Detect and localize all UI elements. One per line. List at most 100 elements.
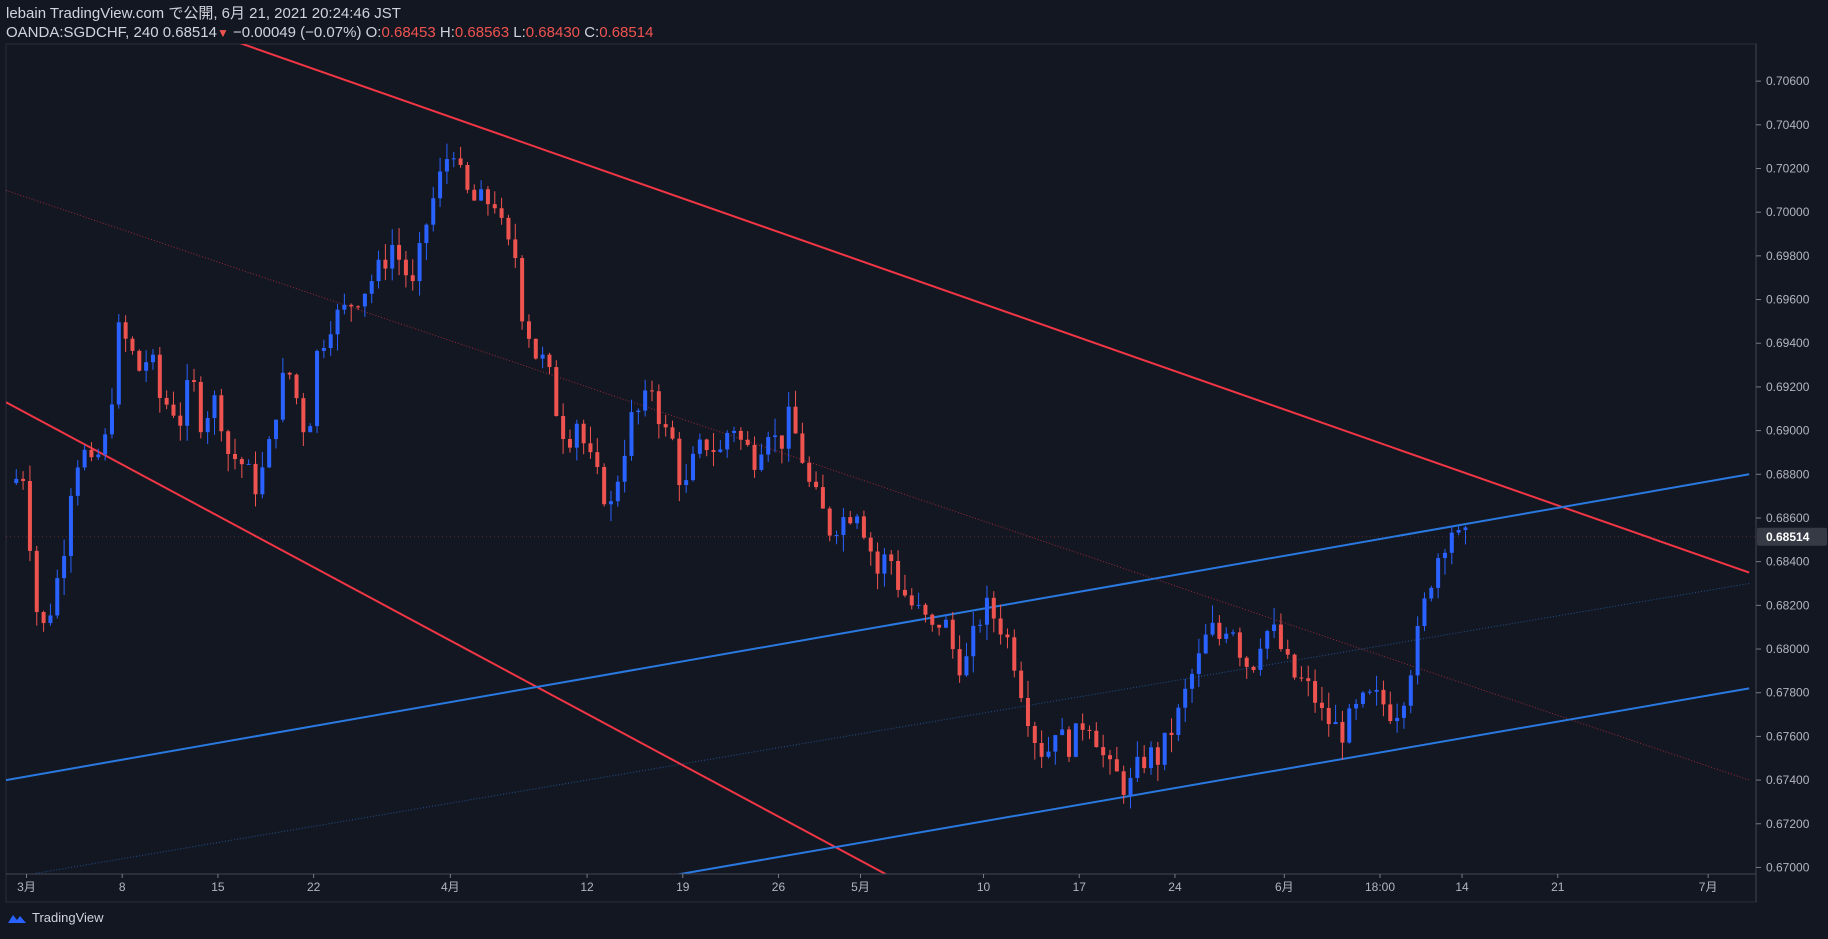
candle-body bbox=[643, 390, 648, 411]
last-price-label: 0.68514 bbox=[1766, 530, 1810, 544]
candle-body bbox=[677, 438, 682, 486]
price-axis[interactable]: 0.67000 0.67200 0.67400 0.67600 0.67800 0.680… bbox=[1756, 74, 1827, 874]
candle-body bbox=[34, 550, 39, 613]
close-value: 0.68514 bbox=[599, 24, 654, 41]
trendline-blue-6[interactable] bbox=[6, 583, 1750, 879]
plot-area[interactable] bbox=[5, 43, 1757, 903]
candle-body bbox=[171, 404, 176, 416]
candle-body bbox=[1381, 689, 1386, 705]
candle-body bbox=[116, 322, 121, 405]
price-tick-label: 0.67800 bbox=[1766, 686, 1810, 700]
candle-body bbox=[520, 258, 525, 322]
time-tick-label: 18:00 bbox=[1365, 880, 1395, 894]
price-tick-label: 0.68800 bbox=[1766, 467, 1810, 481]
time-tick-label: 19 bbox=[676, 880, 690, 894]
candle-body bbox=[1326, 707, 1331, 725]
candle-body bbox=[909, 595, 914, 606]
price-tick-label: 0.69000 bbox=[1766, 424, 1810, 438]
candle-body bbox=[732, 430, 737, 433]
symbol-name[interactable]: OANDA:SGDCHF, 240 bbox=[6, 24, 159, 41]
price-tick-label: 0.69600 bbox=[1766, 293, 1810, 307]
candle-body bbox=[814, 481, 819, 488]
publisher-line: lebain TradingView.com で公開, 6月 21, 2021 … bbox=[6, 5, 401, 22]
candle-body bbox=[711, 450, 716, 452]
time-tick-label: 17 bbox=[1073, 880, 1087, 894]
candle-body bbox=[800, 433, 805, 463]
candle-body bbox=[280, 372, 285, 420]
time-tick-label: 14 bbox=[1455, 880, 1469, 894]
time-tick-label: 7月 bbox=[1699, 880, 1718, 894]
candle-body bbox=[1135, 756, 1140, 778]
open-label: O: bbox=[365, 24, 382, 41]
candle-body bbox=[1395, 717, 1400, 722]
candle-body bbox=[226, 431, 231, 454]
candle-body bbox=[868, 537, 873, 552]
candle-body bbox=[144, 362, 149, 371]
candle-body bbox=[390, 244, 395, 269]
candle-body bbox=[1333, 721, 1338, 725]
candle-body bbox=[479, 189, 484, 201]
candle-body bbox=[1237, 632, 1242, 658]
trendline-blue-5[interactable] bbox=[655, 687, 1750, 878]
candle-body bbox=[1401, 705, 1406, 718]
candle-body bbox=[1087, 729, 1092, 731]
candle-body bbox=[362, 293, 367, 307]
candle-body bbox=[1121, 771, 1126, 795]
candle-body bbox=[704, 439, 709, 451]
candle-body bbox=[260, 467, 265, 495]
trendline-red-1[interactable] bbox=[6, 401, 943, 904]
price-change: −0.00049 (−0.07%) bbox=[233, 24, 362, 41]
candle-body bbox=[1142, 756, 1147, 769]
candle-body bbox=[349, 304, 354, 307]
candle-body bbox=[342, 304, 347, 310]
price-tick-label: 0.67200 bbox=[1766, 817, 1810, 831]
high-value: 0.68563 bbox=[454, 24, 510, 41]
trendline-red-3[interactable] bbox=[6, 189, 1750, 781]
candle-body bbox=[424, 224, 429, 244]
price-tick-label: 0.69200 bbox=[1766, 380, 1810, 394]
candle-body bbox=[1183, 688, 1188, 708]
candle-body bbox=[1292, 654, 1297, 678]
candle-body bbox=[820, 487, 825, 509]
trendline-red-2[interactable] bbox=[6, 0, 1750, 574]
time-axis[interactable]: 3月 8 15 22 4月 12 19 26 5月 10 17 24 6月 18:00 14 21 7月 bbox=[17, 874, 1717, 894]
candle-body bbox=[615, 481, 620, 502]
candle-body bbox=[68, 495, 73, 556]
candle-body bbox=[1203, 634, 1208, 654]
candle-body bbox=[1149, 747, 1154, 769]
candle-body bbox=[1374, 689, 1379, 692]
candle-body bbox=[191, 380, 196, 382]
down-arrow-icon: ▼ bbox=[216, 26, 229, 40]
candle-body bbox=[376, 259, 381, 282]
price-tick-label: 0.70400 bbox=[1766, 118, 1810, 132]
candle-body bbox=[595, 452, 600, 467]
candle-body bbox=[55, 578, 60, 616]
candle-body bbox=[438, 171, 443, 199]
candle-body bbox=[458, 158, 463, 166]
footer-brand[interactable]: TradingView bbox=[6, 910, 104, 925]
candle-body bbox=[485, 189, 490, 205]
candle-body bbox=[930, 614, 935, 625]
candle-body bbox=[1032, 725, 1037, 743]
candle-body bbox=[185, 380, 190, 426]
candle-body bbox=[410, 275, 415, 282]
trendline-blue-4[interactable] bbox=[6, 473, 1750, 782]
candle-body bbox=[602, 466, 607, 505]
candle-body bbox=[383, 259, 388, 269]
candle-body bbox=[684, 480, 689, 486]
candle-body bbox=[663, 424, 668, 428]
candle-body bbox=[923, 604, 928, 615]
candle-body bbox=[465, 165, 470, 190]
candle-body bbox=[335, 309, 340, 335]
price-tick-label: 0.68600 bbox=[1766, 511, 1810, 525]
candle-body bbox=[219, 395, 224, 432]
candle-body bbox=[513, 239, 518, 259]
candle-body bbox=[554, 367, 559, 417]
open-value: 0.68453 bbox=[381, 24, 436, 41]
tradingview-logo-icon bbox=[8, 914, 26, 923]
candle-body bbox=[889, 554, 894, 562]
candle-body bbox=[157, 354, 162, 398]
candle-body bbox=[861, 516, 866, 538]
candle-body bbox=[567, 439, 572, 448]
